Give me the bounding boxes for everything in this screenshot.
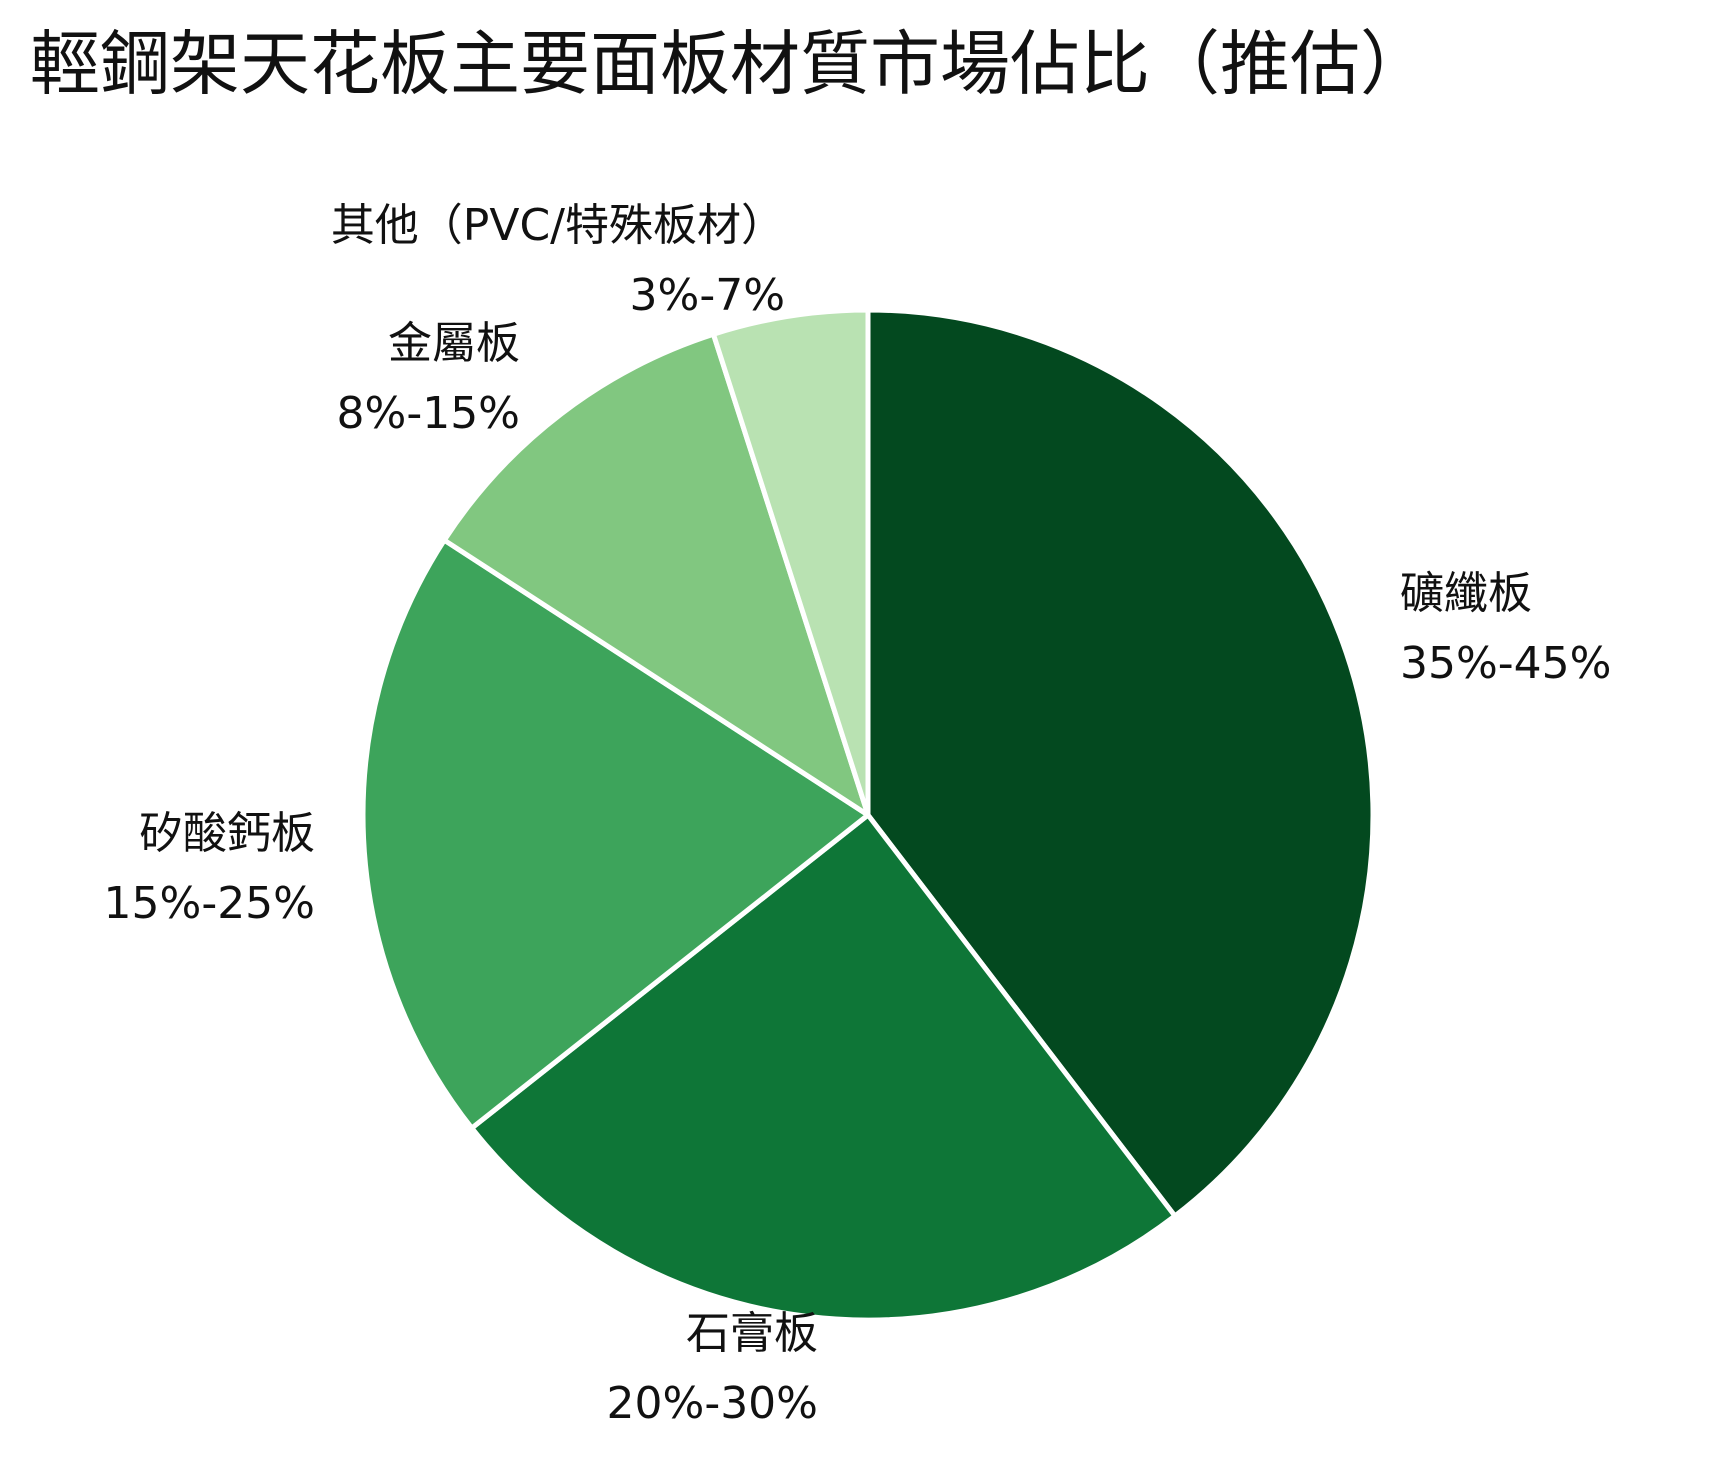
slice-label-range-1: 35%-45% bbox=[1400, 638, 1611, 689]
slice-label-name-2: 石膏板 bbox=[686, 1308, 818, 1359]
slice-label-range-4: 8%-15% bbox=[337, 388, 520, 439]
slice-label-name-5: 其他（PVC/特殊板材） bbox=[331, 200, 785, 251]
pie-slice-4 bbox=[441, 331, 871, 818]
chart-title: 輕鋼架天花板主要面板材質市場佔比（推估） bbox=[30, 23, 1430, 105]
slice-label-range-2: 20%-30% bbox=[607, 1378, 818, 1429]
pie-slice-5 bbox=[710, 307, 871, 818]
pie-slice-3 bbox=[360, 537, 871, 1131]
slice-label-range-3: 15%-25% bbox=[104, 878, 315, 929]
slice-label-range-5: 3%-7% bbox=[630, 270, 785, 321]
slice-label-name-4: 金屬板 bbox=[388, 318, 520, 369]
pie-slice-2 bbox=[469, 812, 1178, 1323]
slice-label-name-1: 礦纖板 bbox=[1400, 568, 1532, 619]
pie-slice-1 bbox=[865, 307, 1376, 1219]
pie-slices bbox=[360, 307, 1376, 1323]
pie-labels: 礦纖板 35%-45% 石膏板 20%-30% 矽酸鈣板 15%-25% 金屬板 8%-15%… bbox=[104, 200, 1612, 1429]
slice-label-name-3: 矽酸鈣板 bbox=[139, 808, 315, 859]
